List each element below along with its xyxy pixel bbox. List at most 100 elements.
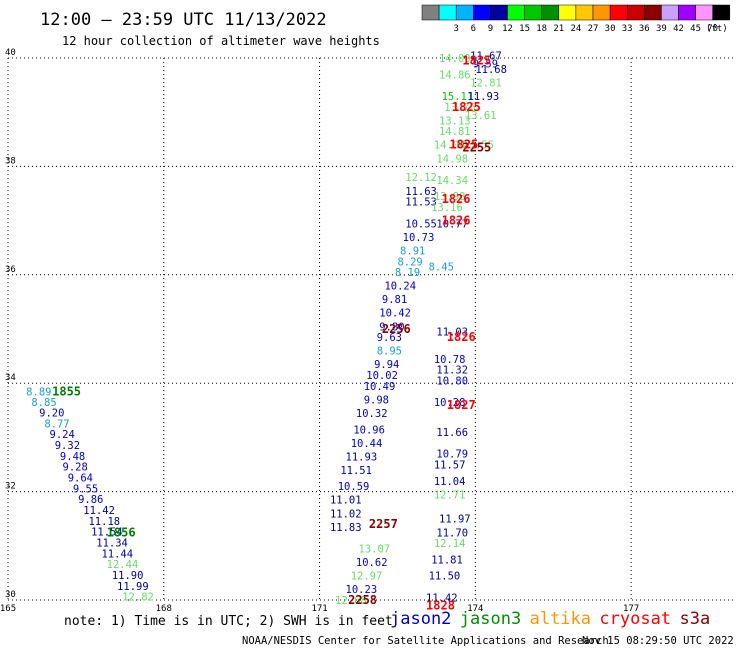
wave-height-value: 13.61 <box>465 110 497 122</box>
colorbar-swatch <box>661 4 679 21</box>
wave-height-value: 9.48 <box>60 451 85 463</box>
time-label: 1855 <box>52 384 81 398</box>
wave-height-value: 10.23 <box>346 584 378 596</box>
wave-height-value: 12.71 <box>434 489 466 501</box>
y-tick-label: 30 <box>5 590 16 600</box>
wave-height-value: 11.42 <box>426 592 458 604</box>
wave-height-value: 9.59 <box>473 58 498 70</box>
time-label: 2258 <box>348 593 377 607</box>
colorbar-label: 6 <box>471 24 476 34</box>
wave-height-value: 8.95 <box>377 346 402 358</box>
colorbar-swatch <box>712 4 731 21</box>
satellite-legend-jason2: jason2 <box>390 609 451 629</box>
wave-height-value: 10.42 <box>379 308 411 320</box>
wave-height-value: 10.44 <box>351 438 383 450</box>
y-axis-ticks: 30 32 34 36 38 40 <box>5 48 16 600</box>
wave-height-value: 12.12 <box>405 172 437 184</box>
x-axis-ticks: 165 168 171 174 177 <box>0 604 639 614</box>
wave-height-value: 10.73 <box>403 232 435 244</box>
wave-height-value: 11.02 <box>330 508 362 520</box>
wave-height-value: 9.94 <box>374 359 399 371</box>
colorbar-label: 27 <box>588 24 599 34</box>
colorbar-swatch <box>678 4 696 21</box>
colorbar: 3 6 9 12 15 18 21 24 27 30 33 36 39 42 45 70(ft) <box>421 4 731 34</box>
colorbar-swatch <box>473 4 491 21</box>
wave-height-value: 11.81 <box>431 554 463 566</box>
colorbar-swatch <box>592 4 611 21</box>
wave-height-value: 14.81 <box>439 126 471 138</box>
colorbar-swatch <box>524 4 542 21</box>
y-tick-label: 38 <box>5 156 16 166</box>
colorbar-unit: (ft) <box>706 24 728 34</box>
wave-height-value: 9.24 <box>50 429 75 441</box>
wave-height-value: 12.14 <box>434 538 466 550</box>
wave-height-value: 13.13 <box>439 115 471 127</box>
y-tick-label: 40 <box>5 48 16 58</box>
time-label: 1826 <box>447 330 476 344</box>
colorbar-label: 15 <box>519 24 530 34</box>
colorbar-label: 21 <box>553 24 564 34</box>
x-tick-label: 177 <box>623 604 639 614</box>
wave-height-value: 10.24 <box>384 281 416 293</box>
wave-height-value: 13.98 <box>434 191 466 203</box>
wave-height-value: 9.28 <box>63 462 88 474</box>
wave-height-value: 11.34 <box>96 538 128 550</box>
satellite-legend-jason3: jason3 <box>460 609 521 629</box>
wave-height-value: 11.68 <box>475 64 507 76</box>
satellite-legend-cryosat: cryosat <box>599 609 671 629</box>
wave-height-value: 8.91 <box>400 245 425 257</box>
colorbar-label: 45 <box>690 24 701 34</box>
wave-height-value: 10.32 <box>356 408 388 420</box>
wave-height-value: 8.29 <box>397 256 422 268</box>
wave-height-value: 9.63 <box>377 332 402 344</box>
x-tick-label: 174 <box>467 604 483 614</box>
wave-height-value: 14.04 <box>434 140 466 152</box>
colorbar-label: 70 <box>707 24 718 34</box>
wave-height-value: 13.07 <box>359 544 391 556</box>
wave-height-value: 10.77 <box>436 218 468 230</box>
time-label: 1828 <box>426 598 455 612</box>
colorbar-swatch <box>695 4 713 21</box>
colorbar-label: 30 <box>605 24 616 34</box>
colorbar-swatch <box>490 4 508 21</box>
colorbar-swatch <box>507 4 525 21</box>
y-tick-label: 36 <box>5 265 16 275</box>
wave-height-value: 11.32 <box>436 365 468 377</box>
wave-height-value: 9.20 <box>39 407 64 419</box>
colorbar-label: 42 <box>673 24 684 34</box>
time-label: 2256 <box>382 322 411 336</box>
wave-height-value: 15.11 <box>442 91 474 103</box>
time-label: 1826 <box>442 214 471 228</box>
wave-height-points: 8.898.859.208.779.249.329.489.289.649.55… <box>26 50 507 607</box>
wave-height-value: 11.53 <box>405 197 437 209</box>
satellite-legend-s3a: s3a <box>680 609 711 629</box>
chart-title: 12:00 – 23:59 UTC 11/13/2022 <box>40 10 327 30</box>
x-tick-label: 165 <box>0 604 16 614</box>
time-label: 1827 <box>447 398 476 412</box>
colorbar-swatch <box>541 4 560 21</box>
wave-height-value: 11.63 <box>405 186 437 198</box>
colorbar-label: 12 <box>502 24 513 34</box>
footer-credit: NOAA/NESDIS Center for Satellite Applica… <box>242 635 609 647</box>
time-label: 2255 <box>462 140 491 154</box>
wave-height-value: 13.55 <box>462 140 494 152</box>
time-labels: 1855 1856 2257 2258 2256 2255 1828 1827 1826 1826… <box>52 54 491 613</box>
colorbar-label: 24 <box>570 24 581 34</box>
wave-height-value: 11.18 <box>88 516 120 528</box>
wave-height-value: 10.02 <box>366 370 398 382</box>
wave-height-value: 11.93 <box>468 91 500 103</box>
time-label: 2257 <box>369 517 398 531</box>
wave-height-value: 10.96 <box>353 424 385 436</box>
colorbar-label: 33 <box>622 24 633 34</box>
wave-height-value: 10.79 <box>436 449 468 461</box>
wave-height-value: 9.80 <box>379 321 404 333</box>
colorbar-label: 39 <box>656 24 667 34</box>
wave-height-value: 11.66 <box>436 427 468 439</box>
colorbar-label: 18 <box>536 24 547 34</box>
wave-height-value: 10.55 <box>405 218 437 230</box>
wave-height-value: 14.98 <box>436 153 468 165</box>
colorbar-label: 9 <box>488 24 493 34</box>
wave-height-value: 11.93 <box>346 451 378 463</box>
wave-height-value: 11.54 <box>91 527 123 539</box>
